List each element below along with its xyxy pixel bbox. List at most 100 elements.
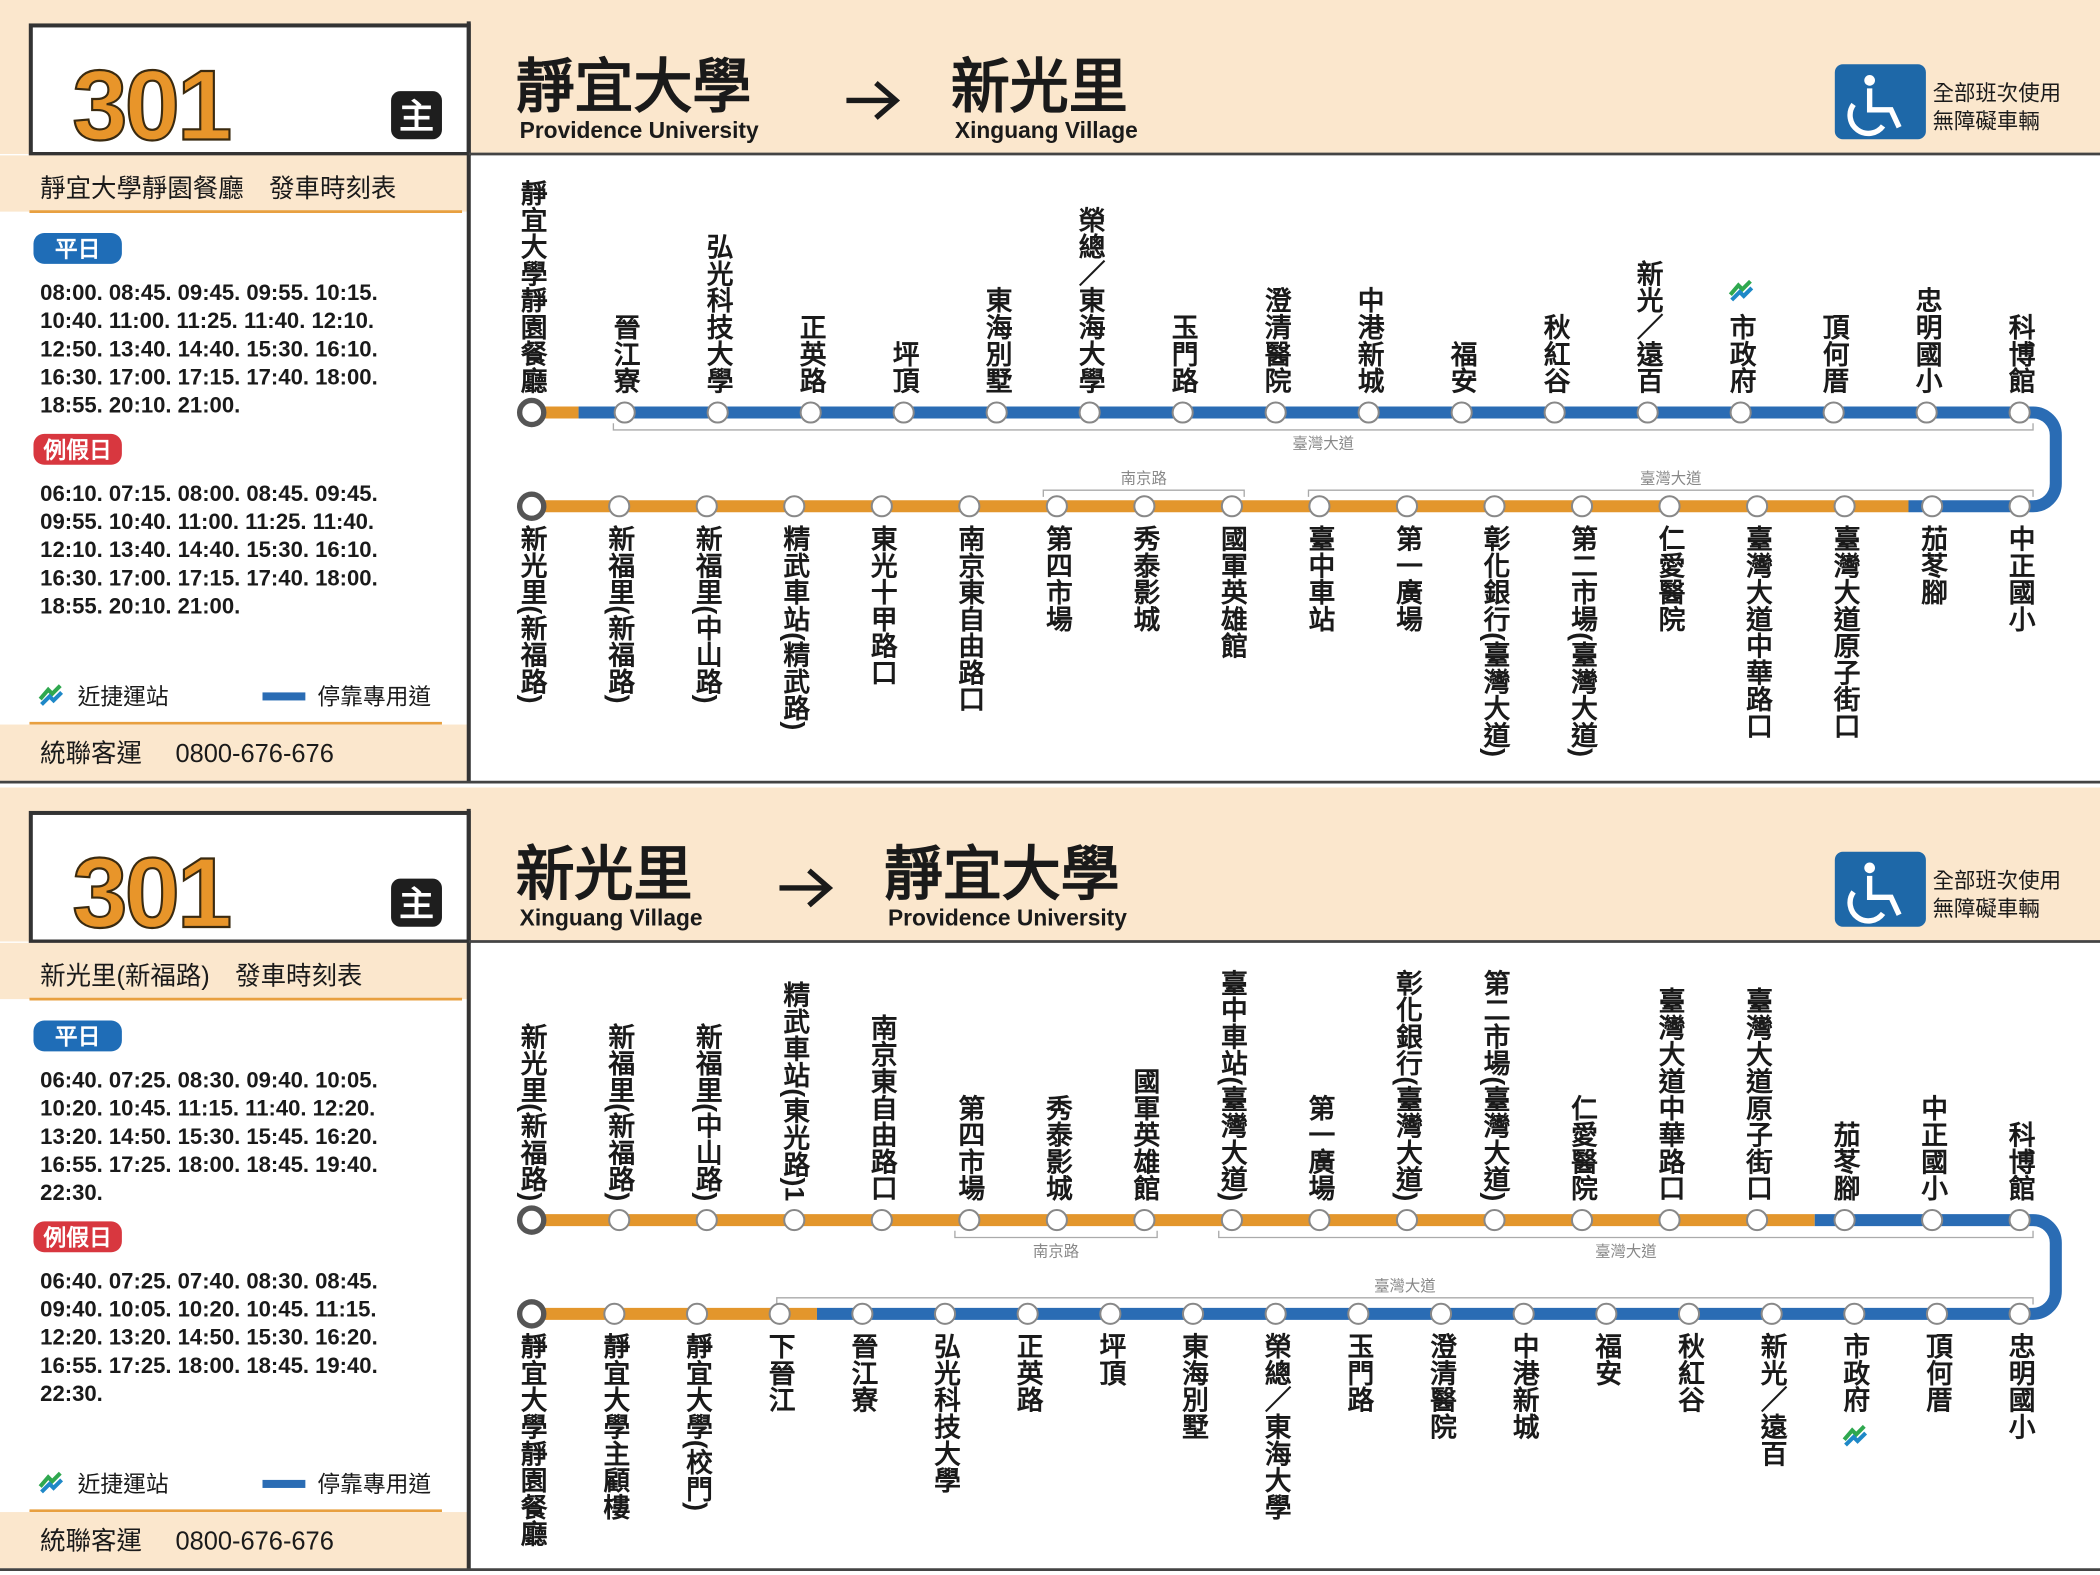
stop [783, 1209, 806, 1232]
stop-name: 科博館 [2005, 1121, 2035, 1203]
accessibility-icon [1847, 875, 1902, 924]
weekday-pill [33, 233, 122, 264]
stop-name: 市政府 [1726, 312, 1756, 395]
stop-name: 第一廣場 [1304, 1093, 1334, 1202]
road-label-bg [1630, 468, 1711, 488]
stop-name: 科博館 [2005, 313, 2035, 395]
stop-name: 玉門路 [1343, 1333, 1373, 1413]
stop [603, 1302, 626, 1325]
destination-zh: 靜宜大學 [884, 843, 1120, 908]
stop [608, 495, 631, 518]
departure-times: 18:55. 20:10. 21:00. [40, 393, 240, 418]
stop-name: 福安 [1447, 340, 1478, 394]
stop [1483, 1209, 1506, 1232]
stop [1512, 1302, 1535, 1325]
stop-name: 第四市場 [1042, 524, 1072, 633]
weekday-label: 平日 [55, 236, 101, 262]
stop [706, 401, 729, 424]
road-label-bg [1283, 433, 1364, 453]
weekday-pill [33, 1020, 122, 1052]
stop [1357, 401, 1380, 424]
stop [1915, 401, 1938, 424]
stop [1570, 495, 1594, 518]
stop-name: 秋紅谷 [1674, 1332, 1704, 1413]
stop-name: 下晉江 [765, 1333, 795, 1413]
stop-name: 精武車站(東光路)1 [779, 981, 810, 1202]
stop-name: 正英路 [1013, 1333, 1043, 1413]
stop-name: 彰化銀行(臺灣大道) [1392, 968, 1423, 1202]
badge: 主 [399, 885, 434, 924]
road-bracket [776, 1297, 2034, 1305]
stop-name: 晉江寮 [610, 313, 641, 393]
stop-name: 精武車站(精武路) [779, 525, 809, 731]
stop [958, 495, 981, 518]
road-bracket [1218, 1230, 2034, 1239]
stop [1921, 495, 1944, 518]
stop [1429, 1302, 1453, 1325]
road-label-bg [1103, 468, 1184, 488]
stop [613, 401, 636, 424]
stop-name: 靜宜大學(校門) [682, 1332, 712, 1511]
stop [608, 1209, 631, 1232]
stop [1308, 495, 1331, 518]
accessibility-text: 全部班次使用 [1933, 81, 2061, 105]
stop-name: 秀泰影城 [1129, 525, 1160, 633]
route-turn [2019, 406, 2062, 513]
departure-times: 09:40. 10:05. 10:20. 10:45. 11:15. [40, 1297, 376, 1322]
stop-name: 仁愛醫院 [1655, 525, 1685, 633]
stop-name: 福安 [1591, 1332, 1622, 1386]
stop [870, 1209, 893, 1232]
stop-name: 忠明國小 [2005, 1332, 2035, 1440]
stop [1171, 401, 1194, 424]
stop-name: 秀泰影城 [1042, 1094, 1073, 1202]
stop-name: 臺灣大道中華路口 [1655, 987, 1686, 1202]
stop-name: 南京東自由路口 [954, 525, 984, 713]
departure-times: 16:55. 17:25. 18:00. 18:45. 19:40. [40, 1152, 378, 1177]
stop-name: 中正國小 [2005, 525, 2035, 633]
stop-name: 弘光科技大學 [703, 233, 734, 394]
stop [1264, 401, 1287, 424]
road-bracket [1042, 489, 1245, 497]
road-label: 南京路 [1121, 469, 1167, 487]
stop-name: 新福里(中山路) [692, 1021, 723, 1201]
stop [1133, 1209, 1156, 1232]
stop [1833, 1209, 1856, 1232]
stop [1570, 1209, 1594, 1232]
road-label: 臺灣大道 [1292, 435, 1354, 453]
departure-times: 22:30. [40, 1381, 103, 1406]
stop-name: 靜宜大學靜園餐廳 [517, 1332, 547, 1547]
departure-times: 22:30. [40, 1180, 103, 1205]
stop [1677, 1302, 1701, 1325]
timetable-title-bg [0, 942, 468, 1000]
accessibility-text: 全部班次使用 [1933, 869, 2061, 893]
mrt-icon [38, 1471, 62, 1488]
stop-name: 頂何厝 [1922, 1333, 1952, 1413]
holiday-label: 例假日 [43, 1225, 112, 1251]
stop-name: 新福里(新福路) [604, 524, 635, 704]
stop [768, 1302, 791, 1325]
stop-name: 正英路 [796, 313, 826, 393]
departure-times: 10:20. 10:45. 11:15. 11:40. 12:20. [40, 1096, 375, 1121]
stop [1746, 1209, 1769, 1232]
departure-times: 16:55. 17:25. 18:00. 18:45. 19:40. [40, 1353, 378, 1378]
stop [892, 401, 915, 424]
departure-times: 08:00. 08:45. 09:45. 09:55. 10:15. [40, 280, 378, 305]
stop-name: 茄苳腳 [1830, 1121, 1861, 1202]
stop [1450, 401, 1473, 424]
legend-lane: 停靠專用道 [317, 1471, 431, 1497]
stop-name: 第一廣場 [1392, 524, 1422, 633]
timetable-title-bg [0, 155, 468, 212]
origin-en: Providence University [520, 117, 759, 143]
road-bracket [954, 1230, 1158, 1239]
stop-name: 臺灣大道中華路口 [1742, 525, 1773, 740]
stop [1746, 495, 1769, 518]
stop [1833, 495, 1856, 518]
stop-name: 晉江寮 [847, 1333, 878, 1413]
departure-times: 09:55. 10:40. 11:00. 11:25. 11:40. [40, 509, 374, 534]
holiday-label: 例假日 [43, 437, 112, 463]
stop-name: 秋紅谷 [1540, 313, 1570, 394]
phone: 0800-676-676 [175, 740, 333, 768]
stop [695, 1209, 718, 1232]
stop-name: 靜宜大學主顧樓 [599, 1332, 629, 1520]
